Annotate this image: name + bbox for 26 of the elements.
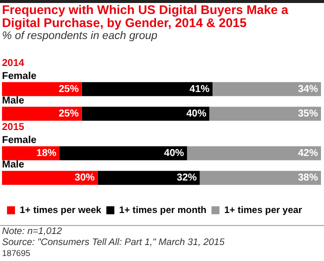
data-label: 25% [58, 84, 79, 95]
text: Note: n=1,012 [2, 226, 63, 237]
data-label: 40% [186, 108, 206, 120]
y-tick-label: Female [2, 70, 37, 82]
y-tick-label: Male [2, 96, 25, 107]
legend-label: 1+ times per week [20, 204, 102, 216]
data-label: 42% [298, 148, 318, 159]
legend-label: 1+ times per month [119, 204, 207, 216]
y-tick-label: Male [2, 160, 25, 171]
data-label: 35% [298, 108, 318, 120]
y-tick-label: Female [2, 134, 37, 146]
data-label: 18% [36, 148, 57, 159]
text: 2014 [2, 58, 25, 69]
legend-label: 1+ times per year [224, 204, 302, 216]
source-note: Source: "Consumers Tell All: Part 1," March 31, 2015 [2, 237, 226, 248]
chart-title: Frequency with Which US Digital Buyers Make a Digital Purchase, by Gender, 2014 & 2015 [2, 3, 290, 30]
data-label: 41% [190, 84, 210, 95]
data-label: 30% [74, 172, 95, 184]
data-label: 32% [176, 172, 197, 184]
data-label: 25% [58, 108, 79, 120]
data-label: 40% [164, 148, 184, 159]
data-label: 34% [298, 84, 318, 95]
annotation: 2015 [2, 122, 25, 133]
chart-subtitle: % of respondents in each group [2, 30, 158, 43]
data-label: 38% [298, 172, 318, 184]
text: 187695 [2, 248, 32, 259]
